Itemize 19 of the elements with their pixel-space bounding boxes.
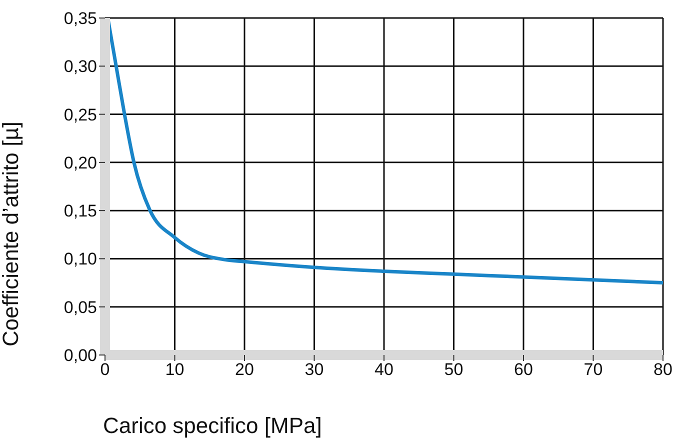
y-tick-label: 0,00 — [64, 346, 97, 366]
x-tick-label: 70 — [584, 360, 603, 380]
y-tick-label: 0,35 — [64, 9, 97, 28]
x-tick-label: 50 — [444, 360, 464, 380]
y-tick-label: 0,30 — [64, 57, 97, 76]
y-tick-label: 0,15 — [64, 202, 97, 221]
y-tick-label: 0,25 — [64, 105, 97, 124]
x-tick-label: 30 — [304, 360, 324, 380]
y-tick-label: 0,05 — [64, 298, 97, 317]
x-tick-label: 40 — [374, 360, 394, 380]
y-tick-label: 0,10 — [64, 250, 97, 269]
x-tick-label: 80 — [654, 360, 672, 380]
x-tick-label: 0 — [100, 360, 110, 380]
x-tick-label: 20 — [235, 360, 254, 380]
x-axis-title: Carico specifico [MPa] — [103, 413, 322, 438]
x-tick-label: 10 — [165, 360, 184, 380]
y-tick-label: 0,20 — [64, 153, 97, 172]
x-tick-label: 60 — [514, 360, 533, 380]
y-axis-title: Coefficiente d’attrito [µ] — [0, 121, 23, 346]
